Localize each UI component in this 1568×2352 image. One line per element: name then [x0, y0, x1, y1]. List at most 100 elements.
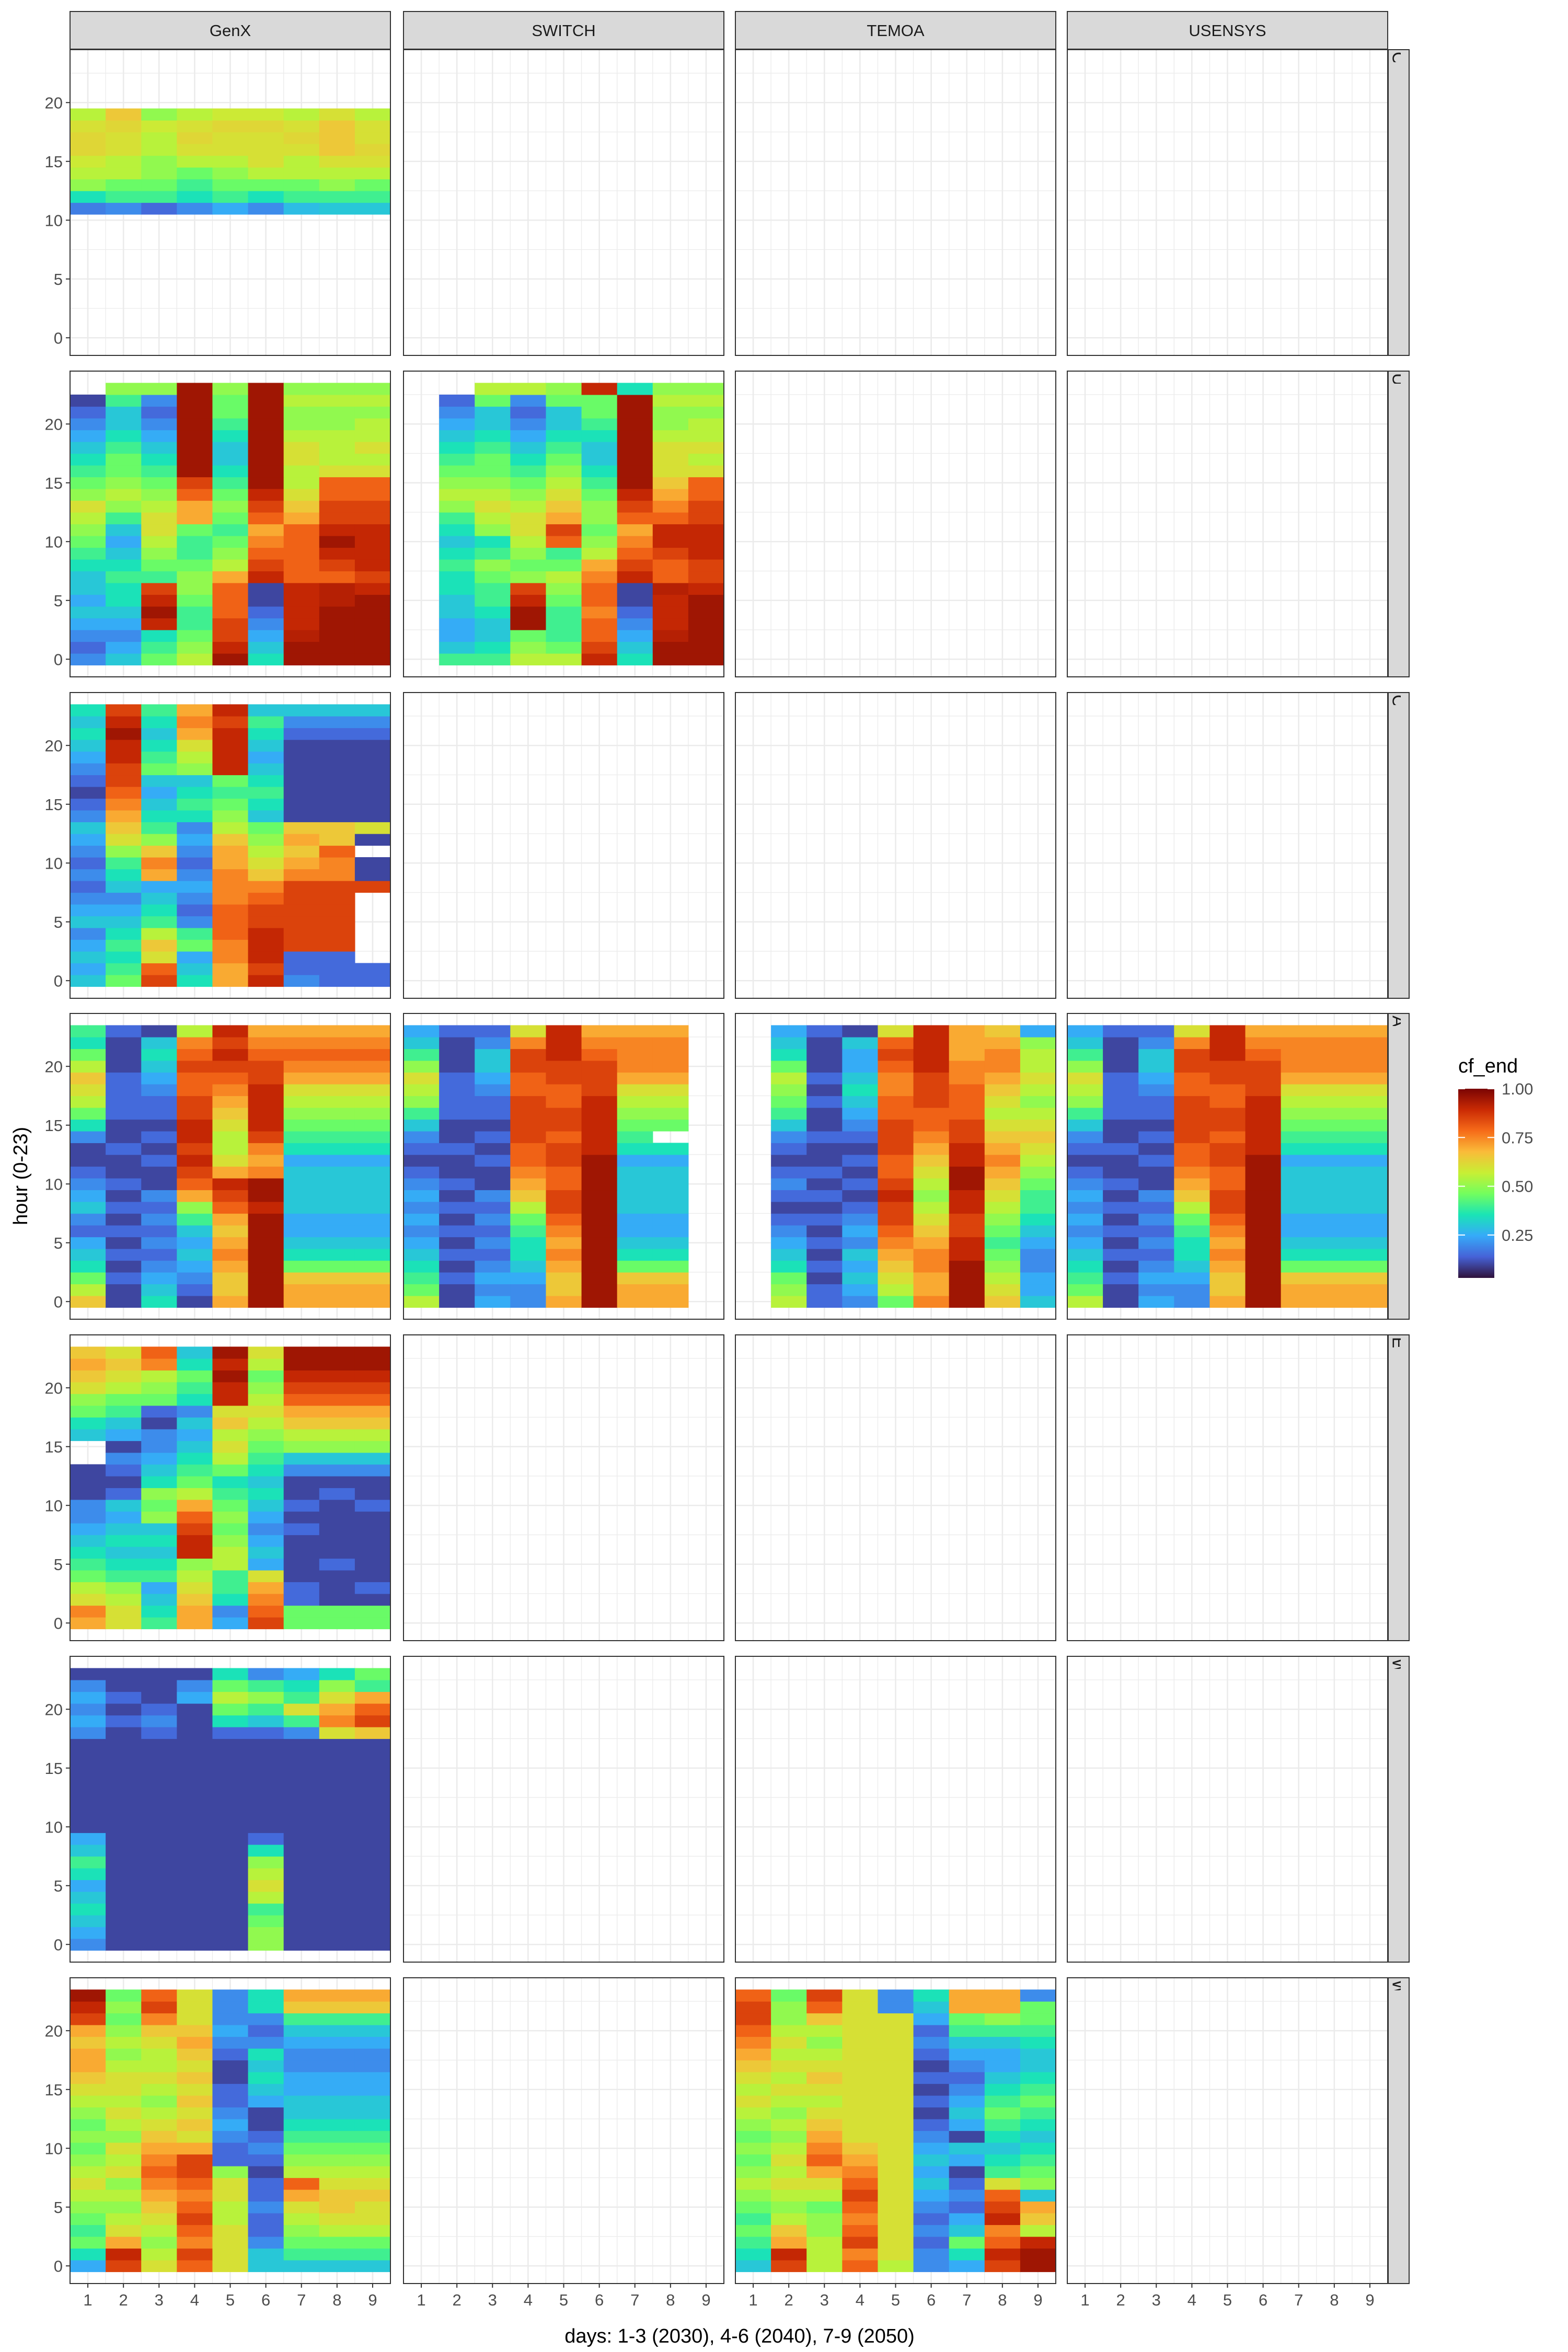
y-tick-label: 15	[45, 1759, 63, 1778]
heat-tile	[283, 2224, 320, 2237]
heat-tile	[842, 1119, 879, 1132]
heat-tile	[106, 1237, 142, 1249]
heat-tile	[212, 167, 249, 180]
heat-tile	[878, 1084, 914, 1097]
heat-tile	[141, 571, 177, 583]
heat-tile	[70, 155, 106, 168]
heat-tile	[878, 2142, 914, 2155]
heat-tile	[70, 1511, 106, 1524]
heat-tile	[403, 1072, 440, 1085]
heat-tile	[771, 1202, 807, 1214]
heat-tile	[1209, 1143, 1246, 1155]
heat-tile	[652, 1213, 689, 1226]
heat-tile	[1138, 1037, 1174, 1050]
heat-tile	[913, 1260, 950, 1273]
heat-tile	[212, 1417, 249, 1429]
heat-tile	[212, 881, 249, 893]
heat-tile	[70, 751, 106, 764]
heat-tile	[319, 406, 355, 419]
heat-tile	[248, 1605, 284, 1618]
heat-tile	[248, 2260, 284, 2273]
heat-tile	[212, 1680, 249, 1692]
heat-tile	[913, 2072, 950, 2084]
heat-tile	[1316, 1213, 1353, 1226]
heat-tile	[106, 1096, 142, 1108]
heat-tile	[248, 1260, 284, 1273]
heat-tile	[212, 144, 249, 156]
heat-tile	[248, 822, 284, 834]
heat-tile	[319, 810, 355, 823]
heat-tile	[319, 500, 355, 513]
heat-tile	[319, 2177, 355, 2190]
heat-tile	[141, 2177, 177, 2190]
heat-tile	[212, 465, 249, 478]
heat-tile	[283, 857, 320, 870]
heat-tile	[212, 751, 249, 764]
heat-tile	[212, 583, 249, 595]
heat-tile	[510, 653, 547, 666]
heat-tile	[581, 547, 618, 560]
row-strip-label: C_landbasedwind_class3_moderate	[1389, 695, 1409, 973]
panel-border	[1067, 1656, 1388, 1963]
heat-tile	[319, 1927, 355, 1939]
heat-tile	[546, 395, 582, 407]
heat-tile	[1020, 1119, 1056, 1132]
heat-tile	[913, 1060, 950, 1073]
x-tick-label: 6	[595, 2291, 604, 2309]
heat-tile	[248, 1476, 284, 1489]
heat-tile	[248, 418, 284, 431]
heat-tile	[652, 524, 689, 536]
heat-tile	[106, 1797, 142, 1810]
heat-tile	[177, 2224, 213, 2237]
heat-tile	[248, 845, 284, 858]
heat-tile	[141, 1605, 177, 1618]
heat-tile	[248, 202, 284, 215]
heat-tile	[1209, 1213, 1246, 1226]
heat-tile	[319, 2095, 355, 2108]
heat-tile	[984, 1048, 1021, 1061]
heat-tile	[106, 383, 142, 395]
heat-tile	[248, 1346, 284, 1359]
heat-tile	[1020, 2095, 1056, 2108]
heat-tile	[949, 2060, 985, 2072]
heat-tile	[319, 1570, 355, 1583]
x-tick-label: 7	[962, 2291, 971, 2309]
heat-tile	[439, 500, 475, 513]
heat-tile	[177, 2154, 213, 2166]
heat-tile	[248, 1856, 284, 1869]
heat-tile	[984, 2119, 1021, 2131]
column-strip-usensys: USENSYS	[1067, 11, 1388, 50]
heat-tile	[283, 618, 320, 630]
heat-tile	[617, 406, 653, 419]
heat-tile	[510, 1296, 547, 1308]
heat-tile	[106, 2048, 142, 2061]
heat-tile	[177, 1821, 213, 1834]
heat-tile	[878, 1108, 914, 1120]
heat-tile	[354, 1488, 391, 1500]
heat-tile	[842, 2189, 879, 2202]
heat-tile	[439, 1119, 475, 1132]
heat-tile	[212, 571, 249, 583]
heat-tile	[475, 1060, 511, 1073]
heat-tile	[70, 1762, 106, 1774]
heat-tile	[141, 618, 177, 630]
heat-tile	[688, 571, 724, 583]
heat-tile	[949, 1025, 985, 1037]
heat-tile	[177, 179, 213, 191]
heat-tile	[510, 1178, 547, 1191]
heat-tile	[1245, 1096, 1282, 1108]
heat-tile	[354, 202, 391, 215]
heat-tile	[212, 120, 249, 133]
heat-tile	[1103, 1037, 1139, 1050]
heat-tile	[878, 1260, 914, 1273]
heat-tile	[354, 2025, 391, 2037]
heat-tile	[913, 2025, 950, 2037]
heat-tile	[1352, 1178, 1388, 1191]
heat-tile	[177, 2213, 213, 2226]
heat-tile	[354, 1785, 391, 1798]
heat-tile	[581, 395, 618, 407]
y-tick-label: 5	[54, 1877, 63, 1895]
heat-tile	[106, 155, 142, 168]
colorbar	[1458, 1089, 1494, 1278]
heat-tile	[581, 1119, 618, 1132]
